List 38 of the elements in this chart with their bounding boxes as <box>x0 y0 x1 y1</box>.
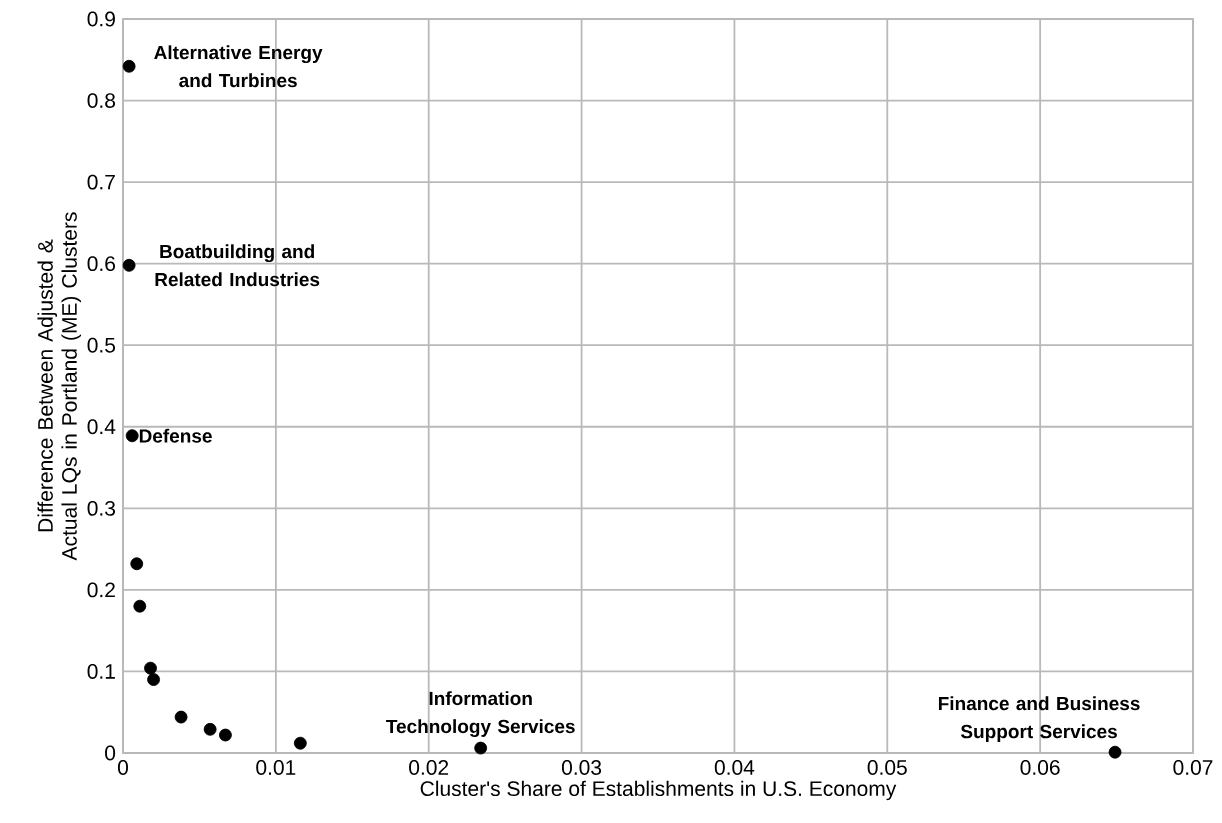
point <box>293 736 307 750</box>
y-tick-label: 0.4 <box>87 419 116 435</box>
annotation: Information Technology Services <box>386 691 575 737</box>
point <box>122 59 136 73</box>
annotation: Finance and Business Support Services <box>938 696 1140 743</box>
point <box>174 710 188 724</box>
x-tick-label: 0.06 <box>1020 760 1060 775</box>
y-tick-label: 0.7 <box>87 174 115 190</box>
x-tick-label: 0.01 <box>256 760 296 775</box>
point <box>219 728 232 742</box>
y-axis-title: Difference Between Adjusted & Actual LQs in Portland (ME) Clusters <box>37 212 82 561</box>
point <box>474 741 488 755</box>
y-tick-label: 0.2 <box>87 582 115 598</box>
point <box>1108 745 1122 759</box>
point <box>125 429 139 443</box>
annotation: Alternative Energy and Turbines <box>154 45 323 88</box>
x-tick-label: 0.05 <box>867 760 907 775</box>
x-tick-label: 0.07 <box>1173 760 1213 775</box>
point <box>144 661 157 675</box>
y-tick-label: 0.9 <box>87 11 115 27</box>
x-tick-label: 0 <box>117 760 129 775</box>
annotation: Defense <box>139 428 212 443</box>
x-axis-title: Cluster's Share of Establishments in U.S. Economy <box>420 780 897 801</box>
y-tick-label: 0.6 <box>87 256 116 272</box>
annotation: Boatbuilding and Related Industries <box>155 244 320 287</box>
point <box>133 599 147 613</box>
x-tick-label: 0.02 <box>409 760 449 775</box>
point <box>147 673 160 686</box>
y-tick-label: 0.3 <box>87 500 116 516</box>
y-tick-label: 0.8 <box>87 93 116 108</box>
y-tick-label: 0 <box>105 745 116 761</box>
x-tick-label: 0.03 <box>561 760 602 775</box>
point <box>122 258 136 272</box>
point <box>203 722 217 736</box>
y-tick-label: 0.1 <box>87 664 115 679</box>
point <box>130 557 144 571</box>
x-tick-label: 0.04 <box>714 760 755 775</box>
y-tick-label: 0.5 <box>87 337 116 353</box>
